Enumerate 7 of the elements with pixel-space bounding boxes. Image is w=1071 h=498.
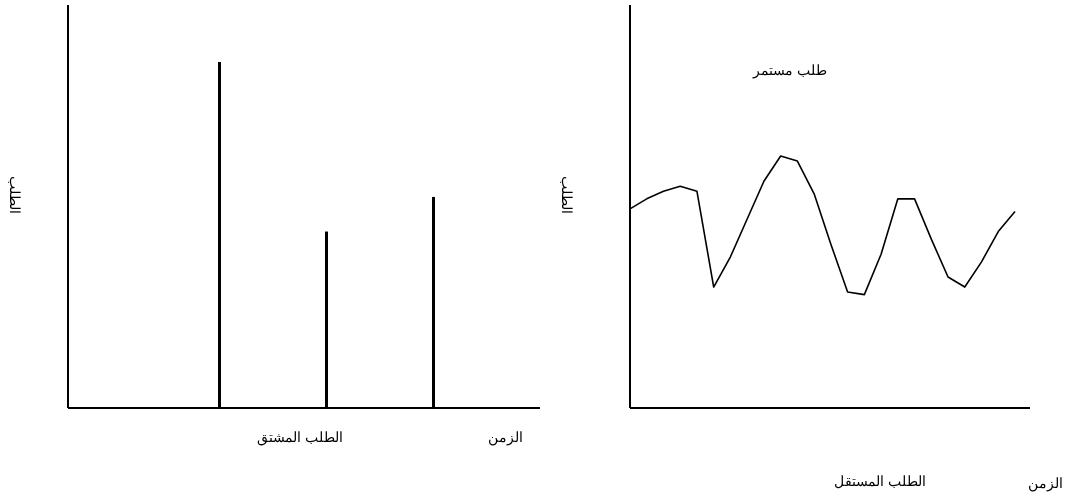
y-axis-title: الطلب [559, 176, 575, 214]
x-axis-title: الزمن [487, 429, 523, 446]
text: الطلب المشتق [256, 429, 344, 446]
text: طلب مستمر [751, 62, 828, 79]
y-axis-title: الطلب [7, 176, 23, 214]
text: الطلب المستقل [833, 473, 927, 489]
x-axis-title: الزمن [1027, 475, 1063, 492]
